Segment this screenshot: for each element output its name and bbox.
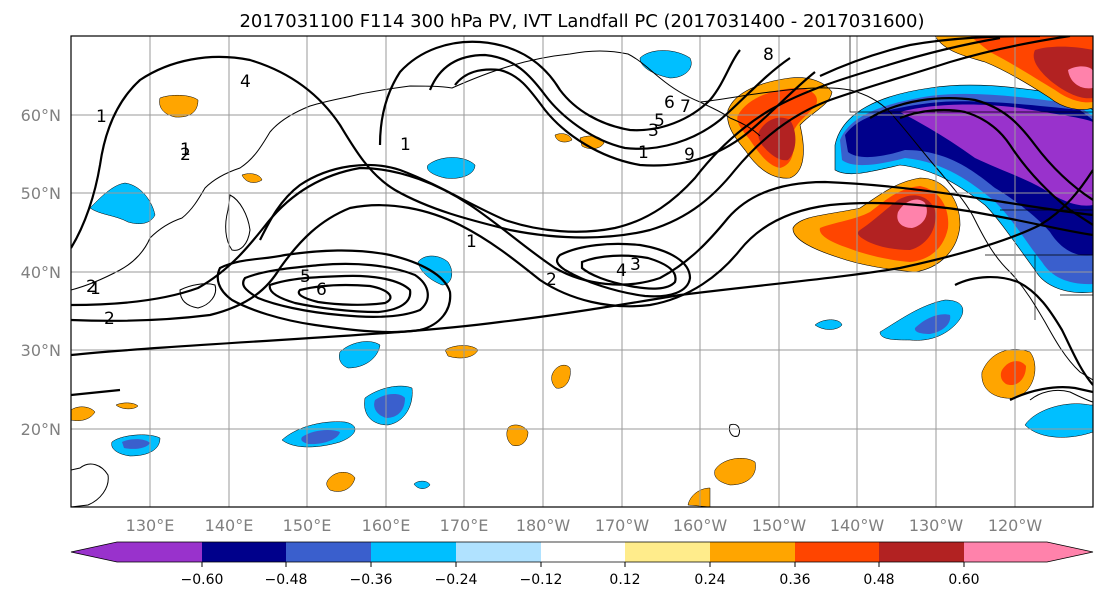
ivt-blob bbox=[122, 439, 150, 449]
ivt-blob bbox=[115, 402, 139, 410]
ivt-positive-region-alaska-3 bbox=[758, 117, 796, 161]
colorbar-tick-label: −0.60 bbox=[181, 572, 224, 588]
ivt-blob bbox=[1000, 361, 1026, 386]
lon-label: 130°E bbox=[126, 516, 175, 535]
colorbar-segment bbox=[795, 542, 879, 562]
ivt-negative-region-gulf-4 bbox=[900, 104, 1093, 206]
colorbar: −0.60 −0.48 −0.36 −0.24 −0.12 0.12 0.24 … bbox=[70, 541, 1094, 588]
lon-label: 170°E bbox=[440, 516, 489, 535]
pv-contour-label: 6 bbox=[664, 93, 675, 113]
pv-contour-label: 1 bbox=[180, 140, 191, 160]
pv-contour-label: 2 bbox=[180, 145, 191, 165]
pv-contour-label: 7 bbox=[680, 97, 691, 117]
lat-label: 60°N bbox=[21, 106, 61, 125]
colorbar-tick-label: 0.24 bbox=[694, 572, 725, 588]
colorbar-outline bbox=[70, 541, 1094, 563]
longitude-labels: 130°E 140°E 150°E 160°E 170°E 180°W 170°… bbox=[126, 516, 1043, 535]
ivt-blob bbox=[241, 173, 263, 183]
ivt-blob bbox=[417, 255, 453, 286]
pv-contour-label: 1 bbox=[96, 107, 107, 127]
pv-contour-label: 4 bbox=[240, 72, 251, 92]
colorbar-tick-label: 0.36 bbox=[779, 572, 810, 588]
ivt-blob bbox=[427, 157, 476, 179]
lon-label: 170°W bbox=[595, 516, 650, 535]
colorbar-tick-label: 0.48 bbox=[863, 572, 894, 588]
ivt-blob bbox=[914, 314, 951, 334]
lon-label: 140°E bbox=[205, 516, 254, 535]
pv-contour-label: 4 bbox=[616, 261, 627, 281]
ivt-blob bbox=[159, 95, 199, 118]
ivt-blob bbox=[301, 429, 340, 445]
lon-label: 140°W bbox=[830, 516, 885, 535]
gridlines bbox=[71, 36, 1093, 507]
pv-contour-label: 3 bbox=[648, 121, 659, 141]
lat-label: 40°N bbox=[21, 263, 61, 282]
colorbar-tick-label: 0.12 bbox=[609, 572, 640, 588]
ivt-blob bbox=[374, 394, 405, 418]
ivt-positive-region-northeast-4 bbox=[1068, 66, 1093, 89]
colorbar-segment bbox=[71, 542, 202, 562]
pv-contour-label: 2 bbox=[546, 270, 557, 290]
ivt-blob bbox=[639, 50, 692, 79]
lon-label: 160°W bbox=[673, 516, 728, 535]
pv-contour-label: 3 bbox=[630, 255, 641, 275]
pv-contour-label: 9 bbox=[684, 145, 695, 165]
ivt-blob bbox=[687, 487, 711, 507]
lat-label: 50°N bbox=[21, 184, 61, 203]
colorbar-tick-label: −0.24 bbox=[435, 572, 478, 588]
ivt-blob bbox=[879, 299, 964, 341]
map-frame bbox=[70, 35, 1094, 508]
colorbar-segment bbox=[541, 542, 625, 562]
pv-contour-label: 1 bbox=[400, 135, 411, 155]
lon-label: 150°W bbox=[752, 516, 807, 535]
ivt-blob bbox=[554, 133, 573, 143]
colorbar-segment bbox=[286, 542, 371, 562]
ivt-blob bbox=[506, 424, 529, 446]
pv-contour-labels: 1 2 4 2 1 5 6 1 2 4 3 8 7 6 5 3 1 9 1 2 bbox=[86, 45, 774, 329]
ivt-blob bbox=[814, 319, 843, 330]
pv-contour-label: 1 bbox=[638, 143, 649, 163]
pv-contour-label: 5 bbox=[654, 111, 665, 131]
pv-contour-label: 5 bbox=[300, 267, 311, 287]
pv-contour-label: 2 bbox=[86, 277, 97, 297]
colorbar-segment bbox=[710, 542, 795, 562]
pv-contours bbox=[71, 36, 1093, 401]
colorbar-tick-label: −0.48 bbox=[265, 572, 308, 588]
pv-contour-label: 2 bbox=[104, 309, 115, 329]
ivt-blob bbox=[413, 480, 431, 489]
colorbar-ticks bbox=[201, 562, 965, 567]
pv-contour-label: 1 bbox=[90, 279, 101, 299]
ivt-positive-region-east-4 bbox=[897, 199, 927, 228]
colorbar-segment bbox=[456, 542, 541, 562]
pv-contour-label: 8 bbox=[763, 45, 774, 65]
ivt-blob bbox=[551, 364, 571, 389]
lon-label: 120°W bbox=[988, 516, 1043, 535]
ivt-blob bbox=[714, 458, 756, 486]
pv-contour-label: 6 bbox=[316, 280, 327, 300]
colorbar-segment bbox=[625, 542, 710, 562]
colorbar-tick-label: 0.60 bbox=[948, 572, 979, 588]
lon-label: 180°W bbox=[516, 516, 571, 535]
pv-contour-label: 1 bbox=[466, 232, 477, 252]
latitude-labels: 60°N 50°N 40°N 30°N 20°N bbox=[21, 106, 61, 439]
figure-title: 2017031100 F114 300 hPa PV, IVT Landfall… bbox=[239, 11, 924, 32]
lat-label: 20°N bbox=[21, 420, 61, 439]
lon-label: 130°W bbox=[909, 516, 964, 535]
colorbar-segment bbox=[879, 542, 964, 562]
ivt-blob bbox=[339, 341, 381, 369]
colorbar-tick-label: −0.36 bbox=[350, 572, 393, 588]
map-panel: 1 2 4 2 1 5 6 1 2 4 3 8 7 6 5 3 1 9 1 2 bbox=[21, 35, 1094, 535]
ivt-blob bbox=[326, 472, 356, 492]
ivt-blob bbox=[71, 406, 96, 421]
colorbar-segment bbox=[371, 542, 456, 562]
lat-label: 30°N bbox=[21, 341, 61, 360]
colorbar-segment bbox=[964, 542, 1093, 562]
coastlines bbox=[71, 36, 1093, 507]
lon-label: 160°E bbox=[362, 516, 411, 535]
lon-label: 150°E bbox=[283, 516, 332, 535]
colorbar-tick-label: −0.12 bbox=[520, 572, 563, 588]
colorbar-segment bbox=[202, 542, 286, 562]
